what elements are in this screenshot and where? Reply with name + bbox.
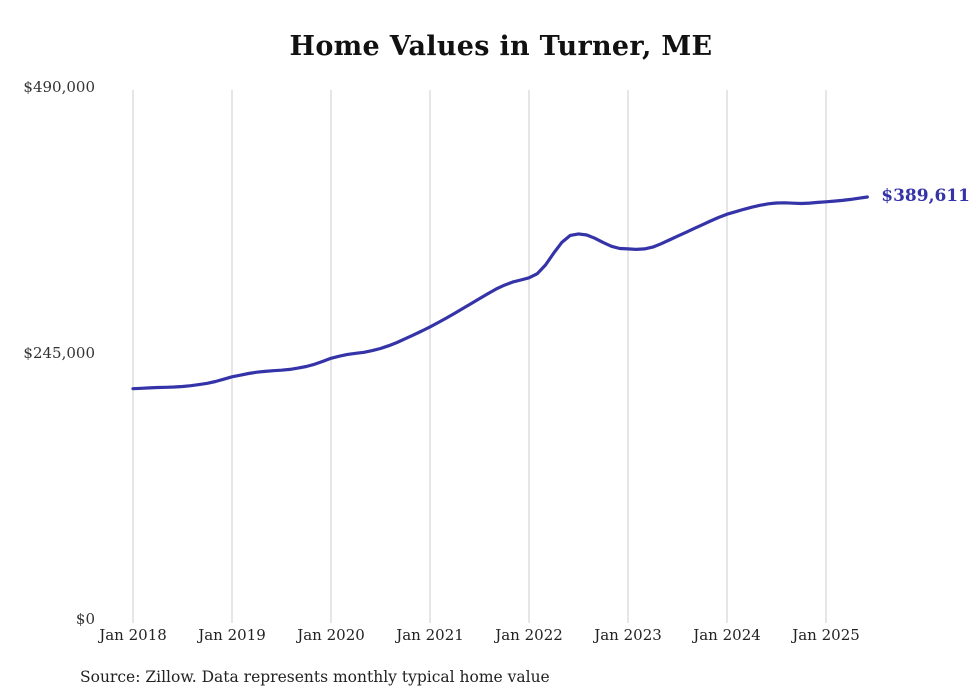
x-tick-label: Jan 2018 <box>99 626 167 644</box>
source-note: Source: Zillow. Data represents monthly … <box>80 668 550 686</box>
end-value-label: $389,611 <box>881 185 970 206</box>
x-tick-label: Jan 2021 <box>396 626 464 644</box>
y-tick-label: $245,000 <box>23 344 95 362</box>
x-tick-label: Jan 2019 <box>198 626 266 644</box>
x-tick-label: Jan 2023 <box>594 626 662 644</box>
value-line <box>131 195 869 391</box>
x-tick-label: Jan 2020 <box>297 626 365 644</box>
chart-title: Home Values in Turner, ME <box>289 31 713 62</box>
x-tick-label: Jan 2025 <box>792 626 860 644</box>
x-tick-label: Jan 2022 <box>495 626 563 644</box>
y-tick-label: $490,000 <box>23 78 95 96</box>
x-tick-label: Jan 2024 <box>693 626 761 644</box>
y-tick-label: $0 <box>75 610 95 628</box>
